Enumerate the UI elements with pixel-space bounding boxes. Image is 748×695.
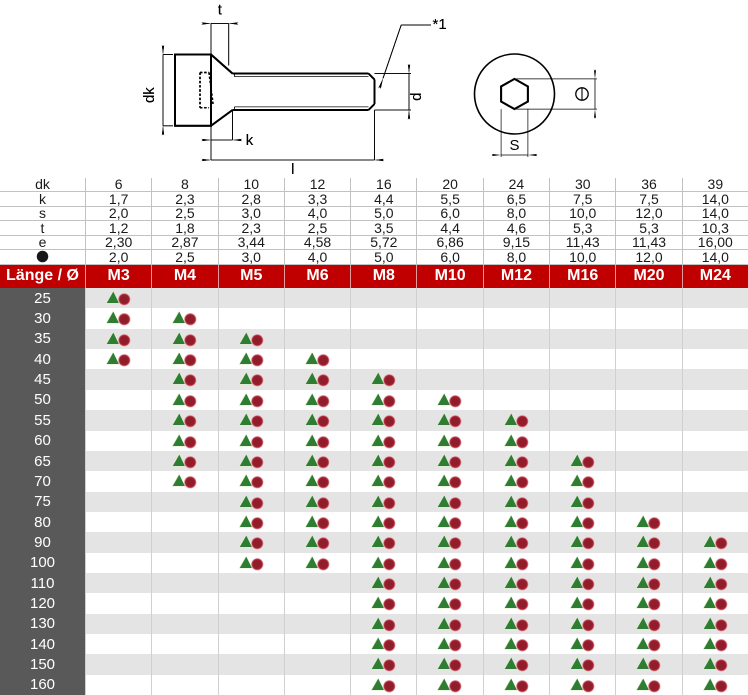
- svg-text:d: d: [408, 93, 425, 101]
- svg-text:dk: dk: [141, 87, 158, 103]
- svg-text:S: S: [509, 137, 519, 154]
- svg-text:t: t: [218, 1, 223, 18]
- svg-text:*1: *1: [432, 16, 446, 33]
- svg-text:k: k: [246, 132, 254, 149]
- svg-text:l: l: [291, 161, 294, 178]
